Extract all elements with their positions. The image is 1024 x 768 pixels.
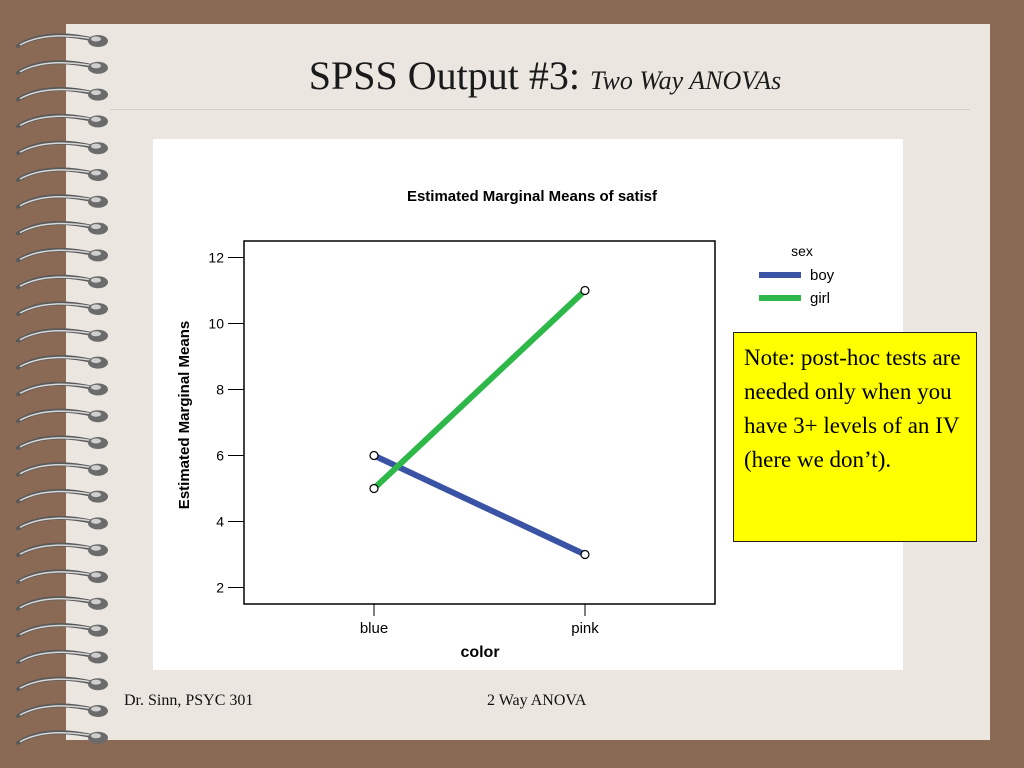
y-tick-label: 6 — [216, 448, 224, 464]
spiral-ring — [16, 703, 108, 718]
spiral-ring — [16, 730, 108, 745]
spiral-ring — [16, 60, 108, 75]
spiral-ring — [16, 515, 108, 531]
y-tick-label: 4 — [216, 514, 224, 530]
spiral-ring — [16, 408, 108, 424]
spiral-ring — [16, 355, 108, 370]
spiral-ring — [16, 596, 108, 611]
spiral-ring — [16, 328, 108, 343]
y-axis-label: Estimated Marginal Means — [176, 321, 193, 509]
spiral-ring — [16, 381, 108, 397]
data-point-boy — [580, 549, 590, 560]
legend-label-boy: boy — [810, 267, 835, 284]
x-tick-label: pink — [571, 620, 599, 637]
spiral-ring — [16, 676, 108, 692]
series-line-boy — [372, 452, 587, 558]
spiral-ring — [16, 623, 108, 638]
spiral-ring — [16, 542, 108, 558]
spiral-ring — [16, 569, 108, 584]
footer-author: Dr. Sinn, PSYC 301 — [124, 692, 254, 709]
slide-title-main: SPSS Output #3: — [308, 53, 581, 98]
footer-topic: 2 Way ANOVA — [487, 692, 587, 709]
slide-title-sub: Two Way ANOVAs — [590, 66, 782, 95]
spiral-ring — [16, 221, 108, 236]
x-axis-label: color — [460, 644, 499, 661]
spiral-binding-icon — [16, 33, 108, 745]
y-tick-label: 12 — [208, 250, 224, 266]
spiral-ring — [16, 113, 108, 129]
series-line-girl — [371, 288, 588, 491]
x-tick-label: blue — [360, 620, 388, 637]
data-point-boy — [369, 450, 379, 461]
y-tick-label: 10 — [208, 316, 224, 332]
spiral-ring — [16, 33, 108, 48]
legend-label-girl: girl — [810, 290, 830, 307]
y-tick-label: 2 — [216, 580, 224, 596]
spiral-ring — [16, 435, 108, 450]
legend-title: sex — [791, 243, 813, 259]
spiral-ring — [16, 247, 108, 263]
marginal-means-chart: Estimated Marginal Means of satisf 2 4 6 8 1… — [176, 188, 835, 661]
y-tick-label: 8 — [216, 382, 224, 398]
spiral-ring — [16, 462, 108, 477]
spiral-ring — [16, 140, 108, 156]
spiral-ring — [16, 194, 108, 209]
data-point-girl — [580, 285, 590, 296]
spiral-ring — [16, 489, 108, 504]
legend: boy girl — [759, 267, 835, 307]
plot-area: 2 4 6 8 10 12 blue pink — [208, 240, 716, 637]
note-box: Note: post-hoc tests are needed only whe… — [733, 332, 977, 542]
plot-frame — [243, 240, 716, 605]
spiral-ring — [16, 87, 108, 102]
title-divider — [110, 109, 970, 110]
data-point-girl — [369, 483, 379, 494]
spiral-ring — [16, 301, 108, 316]
chart-title: Estimated Marginal Means of satisf — [407, 188, 658, 205]
slide-title: SPSS Output #3: Two Way ANOVAs — [120, 52, 970, 99]
spiral-ring — [16, 649, 108, 665]
spiral-ring — [16, 167, 108, 182]
spiral-ring — [16, 274, 108, 290]
